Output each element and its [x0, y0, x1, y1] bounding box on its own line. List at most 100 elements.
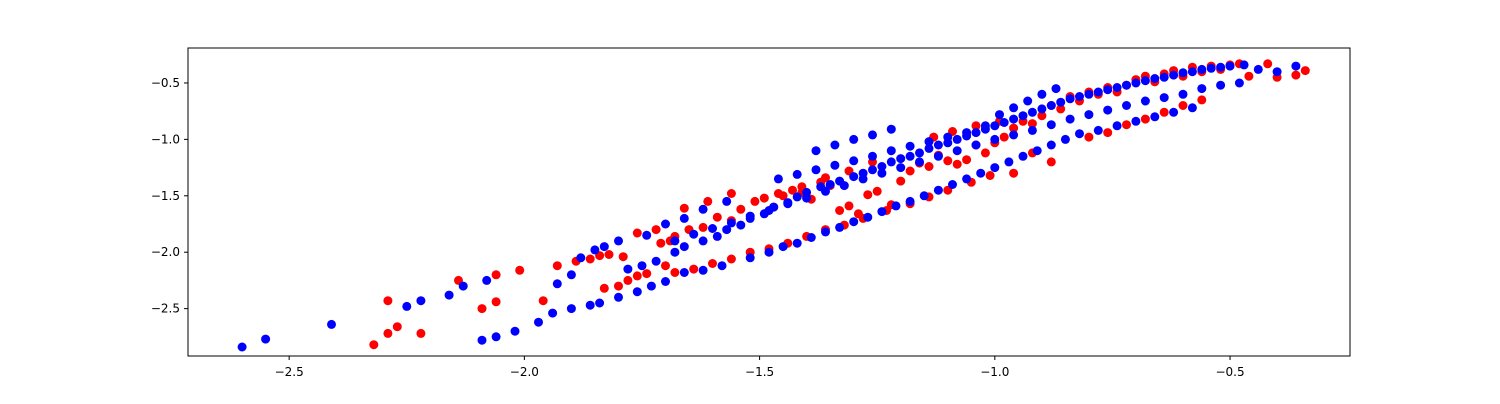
scatter-point-s1-172 [717, 261, 727, 271]
x-tick-label-3: −1.0 [980, 365, 1009, 379]
x-tick-label-4: −0.5 [1215, 365, 1244, 379]
scatter-point-s1-13 [566, 304, 576, 314]
scatter-point-s0-19 [623, 275, 633, 285]
scatter-point-s1-132 [919, 191, 929, 201]
scatter-point-s0-85 [1244, 71, 1254, 81]
scatter-point-s1-65 [1046, 101, 1056, 110]
scatter-point-s0-1 [383, 328, 393, 338]
scatter-point-s1-119 [670, 236, 680, 246]
scatter-point-s0-92 [1009, 168, 1019, 178]
scatter-point-s0-13 [585, 254, 595, 264]
scatter-point-s1-0 [237, 342, 247, 352]
scatter-point-s1-34 [736, 220, 746, 230]
scatter-point-s1-4 [416, 296, 426, 306]
scatter-point-s1-53 [933, 140, 943, 150]
scatter-point-s1-145 [1112, 121, 1122, 131]
scatter-point-s1-126 [835, 222, 845, 232]
scatter-point-s1-135 [962, 174, 972, 184]
scatter-point-s1-21 [566, 270, 576, 280]
scatter-point-s1-118 [689, 229, 699, 239]
scatter-point-s0-0 [369, 340, 379, 350]
scatter-point-s1-92 [1178, 89, 1188, 99]
scatter-point-s0-65 [1056, 104, 1066, 114]
scatter-point-s1-144 [1093, 125, 1103, 135]
scatter-point-s1-46 [868, 165, 877, 175]
scatter-point-s0-62 [1027, 119, 1037, 129]
scatter-point-s0-16 [618, 252, 628, 262]
scatter-point-s1-1 [261, 334, 271, 344]
scatter-point-s1-55 [952, 134, 962, 144]
scatter-point-s1-83 [1216, 62, 1226, 72]
scatter-point-s1-137 [990, 163, 1000, 173]
scatter-point-s0-116 [1197, 95, 1207, 105]
scatter-point-s1-61 [1009, 114, 1019, 124]
scatter-point-s0-128 [679, 203, 689, 213]
scatter-point-s1-7 [482, 275, 492, 285]
scatter-point-s1-134 [948, 180, 957, 189]
scatter-point-s1-31 [698, 236, 708, 246]
scatter-point-s1-75 [1140, 76, 1150, 86]
scatter-point-s1-20 [552, 279, 562, 289]
scatter-point-s1-3 [402, 301, 412, 311]
scatter-point-s0-100 [726, 254, 736, 264]
y-tick-label-3: −2.0 [151, 245, 180, 259]
scatter-point-s0-24 [656, 238, 666, 248]
scatter-point-s1-85 [1239, 60, 1249, 70]
scatter-point-s1-155 [868, 151, 877, 161]
scatter-point-s1-156 [886, 146, 896, 156]
scatter-point-s1-52 [924, 143, 934, 153]
scatter-point-s1-68 [1075, 92, 1084, 101]
scatter-point-s1-99 [1046, 120, 1056, 130]
scatter-point-s1-106 [915, 157, 924, 167]
scatter-point-s1-93 [1159, 93, 1169, 103]
scatter-point-s1-88 [1291, 61, 1301, 71]
scatter-point-s1-111 [821, 186, 830, 196]
scatter-point-s1-27 [637, 261, 647, 271]
scatter-point-s0-113 [1140, 114, 1150, 124]
scatter-point-s0-103 [670, 268, 680, 277]
scatter-point-s1-150 [773, 174, 783, 184]
scatter-point-s1-102 [990, 134, 1000, 144]
scatter-point-s1-152 [811, 165, 821, 175]
scatter-point-s0-10 [538, 296, 548, 306]
scatter-point-s1-67 [1065, 94, 1075, 104]
scatter-point-s1-87 [1272, 67, 1282, 77]
scatter-point-s1-164 [1023, 96, 1033, 106]
y-tick-label-1: −1.0 [151, 132, 180, 146]
scatter-point-s1-159 [943, 132, 953, 142]
scatter-point-s1-2 [327, 319, 336, 329]
scatter-point-s1-82 [1206, 63, 1216, 73]
scatter-point-s1-9 [491, 332, 501, 342]
scatter-point-s0-86 [1263, 59, 1273, 69]
scatter-point-s0-48 [896, 176, 906, 186]
scatter-point-s1-70 [1093, 87, 1103, 97]
scatter-point-s1-33 [722, 225, 732, 235]
scatter-point-s1-10 [510, 326, 520, 336]
y-tick-label-0: −0.5 [151, 76, 180, 90]
scatter-point-s1-117 [708, 224, 717, 233]
scatter-point-s1-74 [1131, 78, 1141, 88]
scatter-point-s1-178 [868, 130, 877, 140]
scatter-point-s1-26 [623, 264, 633, 274]
scatter-point-s1-14 [585, 300, 595, 310]
scatter-point-s1-121 [764, 247, 774, 257]
scatter-point-s0-43 [844, 201, 854, 211]
scatter-point-s0-21 [642, 269, 652, 279]
scatter-point-s1-175 [811, 146, 821, 156]
scatter-point-s1-60 [999, 118, 1009, 127]
scatter-point-s1-130 [891, 201, 901, 211]
scatter-point-s0-121 [773, 189, 783, 198]
scatter-point-s0-29 [698, 222, 708, 232]
scatter-point-s1-103 [971, 140, 981, 150]
scatter-point-s1-63 [1027, 107, 1037, 117]
scatter-point-s1-174 [679, 268, 689, 277]
scatter-point-s1-171 [642, 230, 652, 240]
scatter-point-s0-18 [614, 281, 623, 291]
scatter-point-s1-128 [863, 212, 873, 222]
scatter-point-s1-120 [745, 253, 755, 263]
scatter-point-s0-46 [872, 186, 882, 196]
scatter-point-s1-86 [1253, 64, 1263, 74]
scatter-point-s1-25 [614, 236, 623, 246]
scatter-point-s1-138 [1004, 157, 1014, 167]
scatter-point-s1-71 [1103, 85, 1113, 95]
